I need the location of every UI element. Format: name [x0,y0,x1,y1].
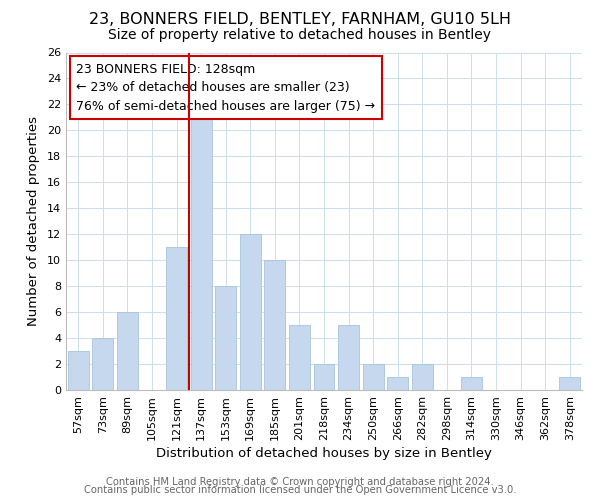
Text: 23 BONNERS FIELD: 128sqm
← 23% of detached houses are smaller (23)
76% of semi-d: 23 BONNERS FIELD: 128sqm ← 23% of detach… [76,62,376,112]
Bar [117,312,138,390]
Bar [289,325,310,390]
Bar [559,377,580,390]
Text: Contains HM Land Registry data © Crown copyright and database right 2024.: Contains HM Land Registry data © Crown c… [106,477,494,487]
Bar [412,364,433,390]
Text: 23, BONNERS FIELD, BENTLEY, FARNHAM, GU10 5LH: 23, BONNERS FIELD, BENTLEY, FARNHAM, GU1… [89,12,511,28]
Bar [166,247,187,390]
Bar [265,260,286,390]
X-axis label: Distribution of detached houses by size in Bentley: Distribution of detached houses by size … [156,447,492,460]
Bar [68,351,89,390]
Text: Contains public sector information licensed under the Open Government Licence v3: Contains public sector information licen… [84,485,516,495]
Bar [338,325,359,390]
Y-axis label: Number of detached properties: Number of detached properties [27,116,40,326]
Bar [387,377,408,390]
Bar [314,364,334,390]
Text: Size of property relative to detached houses in Bentley: Size of property relative to detached ho… [109,28,491,42]
Bar [362,364,383,390]
Bar [92,338,113,390]
Bar [191,118,212,390]
Bar [215,286,236,390]
Bar [240,234,261,390]
Bar [461,377,482,390]
